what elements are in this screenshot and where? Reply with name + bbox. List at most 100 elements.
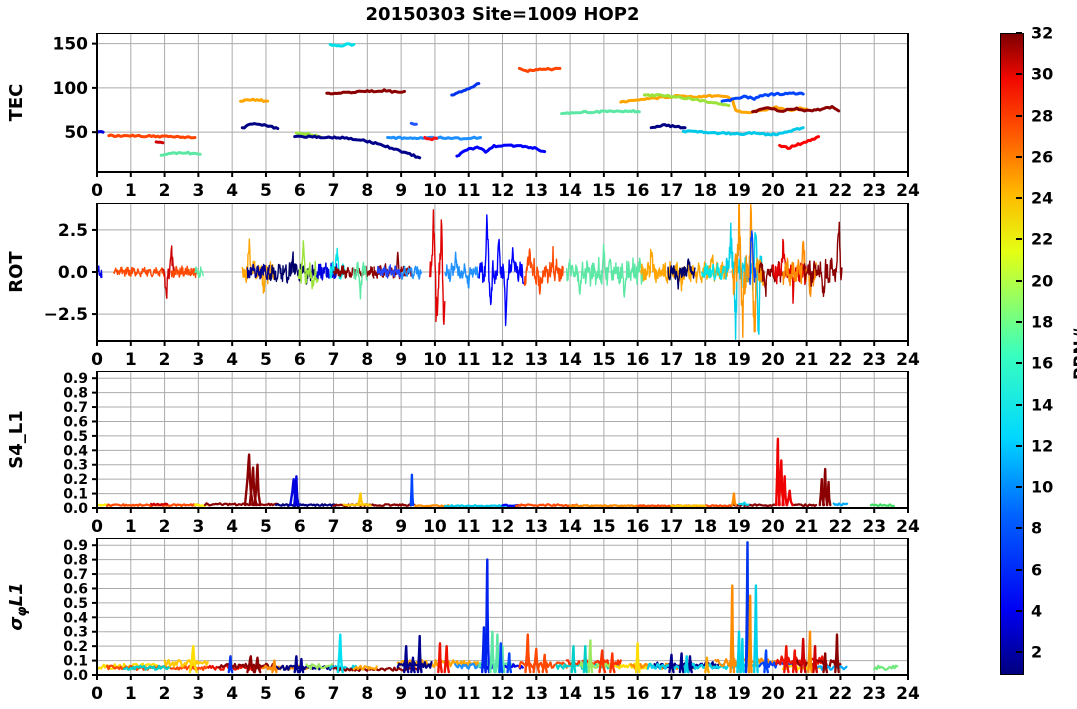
x-tick-label: 15 (592, 350, 616, 370)
trace (560, 109, 641, 116)
x-tick-label: 17 (660, 517, 684, 537)
x-tick-label: 12 (491, 684, 515, 704)
x-tick-label: 21 (795, 181, 819, 201)
trace (328, 42, 356, 48)
trace (802, 221, 843, 298)
x-tick-label: 18 (693, 350, 717, 370)
trace (253, 656, 262, 674)
trace (204, 502, 280, 507)
x-tick-label: 23 (862, 350, 886, 370)
colorbar-tick-label: 16 (1031, 353, 1054, 373)
trace (478, 214, 525, 327)
x-tick-label: 0 (91, 517, 103, 537)
colorbar-tick (1016, 279, 1022, 282)
y-tick-label: 0.9 (63, 538, 88, 554)
x-tick-label: 6 (294, 181, 306, 201)
x-tick-label: 8 (361, 517, 373, 537)
trace (413, 504, 450, 508)
x-tick-label: 10 (423, 350, 447, 370)
trace (869, 503, 895, 507)
trace (566, 243, 644, 298)
x-tick-label: 1 (125, 684, 137, 704)
y-tick-label: 0.7 (63, 567, 88, 583)
x-tick-label: 2 (159, 181, 171, 201)
trace (744, 541, 751, 674)
trace (731, 203, 766, 339)
trace (791, 649, 798, 674)
x-tick-label: 7 (328, 181, 340, 201)
x-tick-label: 11 (457, 517, 481, 537)
x-tick-label: 16 (626, 350, 650, 370)
colorbar-tick (1016, 444, 1022, 447)
trace (747, 594, 753, 674)
sigma-axis-label: σφL1 (6, 582, 30, 630)
x-tick-label: 16 (626, 517, 650, 537)
x-tick-label: 10 (423, 181, 447, 201)
colorbar-tick-label: 8 (1031, 518, 1043, 538)
x-tick-label: 1 (125, 350, 137, 370)
trace (416, 634, 423, 674)
x-tick-label: 4 (226, 684, 238, 704)
y-tick-label: 0.3 (63, 625, 88, 641)
x-tick-label: 20 (761, 181, 785, 201)
y-tick-label: 0.1 (63, 487, 88, 503)
trace (107, 133, 197, 140)
y-tick-label: 0.8 (63, 553, 88, 569)
x-tick-label: 23 (862, 517, 886, 537)
trace (763, 649, 769, 674)
x-tick-label: 20 (761, 517, 785, 537)
x-tick-label: 19 (727, 350, 751, 370)
trace (297, 240, 319, 290)
y-tick-label: 0.7 (63, 400, 88, 416)
x-tick-label: 8 (361, 684, 373, 704)
trace (634, 642, 641, 674)
x-tick-label: 24 (896, 517, 920, 537)
trace (357, 492, 365, 507)
x-tick-label: 0 (91, 350, 103, 370)
y-tick-label: −2.5 (44, 305, 88, 325)
x-tick-label: 21 (795, 350, 819, 370)
x-tick-label: 4 (226, 350, 238, 370)
x-tick-label: 22 (829, 181, 853, 201)
trace (298, 657, 305, 674)
trace (834, 633, 840, 674)
trace (455, 143, 547, 158)
colorbar-tick (1016, 321, 1022, 324)
x-tick-label: 1 (125, 181, 137, 201)
x-tick-label: 6 (294, 684, 306, 704)
trace (293, 655, 300, 674)
colorbar-tick-label: 30 (1031, 64, 1054, 84)
trace (494, 633, 501, 674)
trace (873, 664, 899, 671)
x-tick-label: 6 (294, 517, 306, 537)
trace (642, 93, 731, 108)
colorbar-tick (1016, 610, 1022, 613)
sigma-plot: 0 1 2 3 4 5 6 7 8 9 10 11 12 13 14 15 16 17 18 19 20 21 22 23 24… (6, 538, 920, 704)
x-tick-label: 24 (896, 350, 920, 370)
trace (253, 463, 262, 507)
trace (731, 492, 737, 507)
x-tick-label: 17 (660, 350, 684, 370)
colorbar-tick (1016, 32, 1022, 34)
trace (739, 637, 745, 674)
x-tick-label: 19 (727, 684, 751, 704)
trace (437, 642, 443, 674)
y-tick-label: 0.3 (63, 458, 88, 474)
trace (670, 504, 707, 508)
colorbar-tick-label: 12 (1031, 436, 1054, 456)
x-tick-label: 13 (524, 517, 548, 537)
trace (807, 630, 813, 674)
trace (609, 652, 616, 674)
trace (506, 652, 513, 674)
x-tick-label: 10 (423, 684, 447, 704)
trace (783, 644, 790, 674)
x-tick-label: 3 (192, 684, 204, 704)
x-tick-label: 9 (395, 684, 407, 704)
colorbar-tick (1016, 73, 1022, 76)
colorbar-tick (1016, 486, 1022, 489)
trace (429, 209, 446, 326)
x-tick-label: 18 (693, 181, 717, 201)
colorbar-tick-label: 2 (1031, 642, 1043, 662)
trace (170, 265, 198, 279)
colorbar-tick (1016, 403, 1022, 406)
